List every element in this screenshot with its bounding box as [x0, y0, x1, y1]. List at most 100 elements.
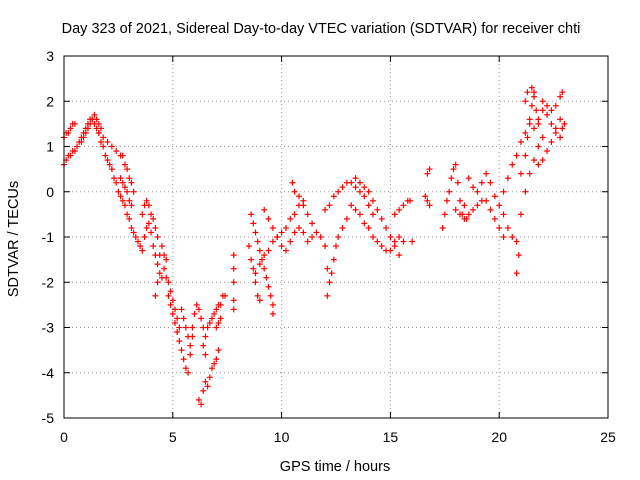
data-point: [113, 148, 120, 155]
data-point: [483, 197, 490, 204]
data-point: [291, 229, 298, 236]
data-point: [513, 238, 520, 245]
data-point: [322, 206, 329, 213]
data-point: [163, 274, 170, 281]
data-point: [513, 270, 520, 277]
data-point: [396, 206, 403, 213]
data-point: [154, 279, 161, 286]
data-point: [256, 261, 263, 268]
y-tick-label: -4: [42, 365, 55, 381]
data-point: [369, 234, 376, 240]
data-point: [108, 143, 115, 150]
data-point: [230, 265, 237, 272]
data-point: [470, 206, 477, 213]
data-point: [474, 202, 481, 209]
data-point: [148, 229, 155, 236]
data-point: [326, 279, 333, 286]
data-point: [128, 179, 135, 186]
data-point: [461, 215, 468, 222]
data-point: [339, 184, 346, 191]
data-point: [163, 256, 170, 263]
data-point: [322, 243, 329, 250]
y-tick-label: 2: [46, 93, 54, 109]
data-point: [300, 202, 307, 209]
data-point: [483, 170, 490, 177]
data-point: [217, 315, 224, 322]
data-point: [552, 102, 559, 109]
data-point: [333, 243, 339, 250]
data-point: [80, 134, 87, 141]
data-point: [374, 238, 381, 245]
data-point: [121, 161, 128, 168]
data-point: [200, 342, 207, 349]
data-point: [132, 234, 139, 240]
data-point: [145, 202, 152, 209]
data-point: [215, 347, 222, 354]
data-point: [193, 301, 200, 308]
data-point: [387, 247, 394, 254]
data-point: [478, 179, 485, 186]
data-point: [137, 243, 144, 250]
data-point: [324, 292, 331, 299]
data-point: [269, 238, 276, 245]
data-point: [156, 270, 163, 277]
data-point: [304, 211, 311, 218]
data-point: [439, 224, 446, 231]
data-point: [206, 374, 213, 381]
data-point: [74, 143, 81, 150]
y-axis-ticks: 3 2 1 0 -1 -2 -3 -4 -5: [42, 48, 608, 426]
data-point: [259, 256, 266, 263]
data-point: [339, 224, 346, 231]
y-tick-label: 3: [46, 48, 54, 64]
data-point: [539, 107, 546, 114]
data-point: [522, 152, 529, 159]
data-point: [113, 179, 120, 186]
data-point: [139, 247, 146, 254]
data-point: [535, 161, 542, 168]
data-point: [300, 229, 307, 236]
data-point: [204, 324, 211, 331]
data-point: [185, 333, 192, 340]
data-point: [195, 306, 202, 313]
data-point: [348, 202, 355, 209]
data-point: [450, 166, 457, 173]
data-point: [128, 224, 135, 231]
data-point: [158, 243, 165, 250]
data-point: [535, 143, 542, 150]
data-point: [496, 202, 503, 209]
data-point: [559, 89, 566, 96]
data-point: [539, 157, 546, 164]
data-point: [119, 197, 126, 204]
data-point: [261, 265, 268, 272]
data-point: [215, 319, 222, 326]
data-point: [330, 193, 337, 200]
data-point: [296, 193, 303, 200]
data-point: [524, 134, 531, 141]
data-point: [93, 125, 100, 132]
data-point: [369, 197, 376, 204]
x-axis-ticks: 0 5 10 15 20 25: [60, 56, 616, 445]
data-point: [452, 206, 459, 213]
data-point: [365, 202, 372, 209]
data-point: [522, 129, 529, 136]
data-point: [185, 369, 192, 376]
data-point: [139, 211, 146, 218]
data-point: [176, 324, 183, 331]
data-point: [396, 234, 403, 240]
x-tick-label: 25: [600, 429, 616, 445]
data-point: [441, 211, 448, 218]
data-point: [361, 193, 368, 200]
data-point: [528, 102, 535, 109]
data-point: [95, 129, 102, 136]
data-point: [352, 206, 359, 213]
data-point: [526, 120, 533, 127]
data-point: [356, 188, 363, 195]
data-point: [522, 188, 529, 195]
x-tick-label: 15: [383, 429, 399, 445]
data-point: [202, 333, 209, 340]
data-point: [378, 243, 385, 250]
data-point: [409, 238, 416, 245]
data-point: [213, 324, 220, 331]
data-point: [67, 152, 74, 159]
data-point: [134, 238, 141, 245]
